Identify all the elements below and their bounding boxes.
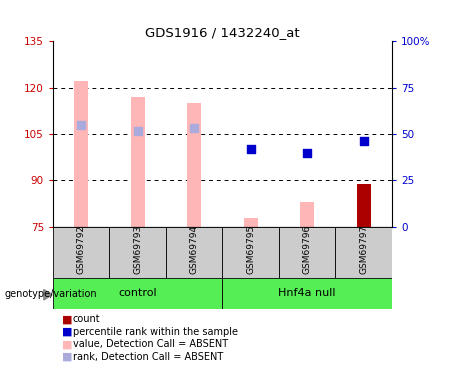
Bar: [53, 227, 110, 278]
Bar: [74, 81, 89, 227]
Point: [303, 150, 311, 156]
Text: ■: ■: [62, 339, 73, 349]
Bar: [300, 202, 314, 227]
Bar: [222, 278, 392, 309]
Text: Hnf4a null: Hnf4a null: [278, 288, 336, 298]
Bar: [166, 227, 222, 278]
Text: ■: ■: [62, 315, 73, 324]
Bar: [187, 103, 201, 227]
Point: [360, 138, 367, 144]
Bar: [222, 227, 279, 278]
Text: percentile rank within the sample: percentile rank within the sample: [73, 327, 238, 337]
Text: control: control: [118, 288, 157, 298]
Text: GSM69793: GSM69793: [133, 225, 142, 274]
Bar: [130, 97, 145, 227]
Text: ■: ■: [62, 327, 73, 337]
Point: [77, 122, 85, 128]
Point: [247, 146, 254, 152]
Text: count: count: [73, 315, 100, 324]
Text: GSM69795: GSM69795: [246, 225, 255, 274]
Point: [134, 128, 142, 134]
Text: GSM69796: GSM69796: [302, 225, 312, 274]
Title: GDS1916 / 1432240_at: GDS1916 / 1432240_at: [145, 26, 300, 39]
Bar: [110, 227, 166, 278]
Bar: [356, 184, 371, 227]
Bar: [336, 227, 392, 278]
Text: GSM69792: GSM69792: [77, 225, 86, 274]
Bar: [356, 184, 371, 227]
Text: ■: ■: [62, 352, 73, 362]
Text: rank, Detection Call = ABSENT: rank, Detection Call = ABSENT: [73, 352, 223, 362]
Text: GSM69794: GSM69794: [189, 225, 199, 274]
Bar: [243, 217, 258, 227]
Point: [190, 125, 198, 131]
Text: genotype/variation: genotype/variation: [5, 290, 97, 299]
Text: value, Detection Call = ABSENT: value, Detection Call = ABSENT: [73, 339, 228, 349]
Bar: [53, 278, 222, 309]
Bar: [279, 227, 336, 278]
Text: GSM69797: GSM69797: [359, 225, 368, 274]
